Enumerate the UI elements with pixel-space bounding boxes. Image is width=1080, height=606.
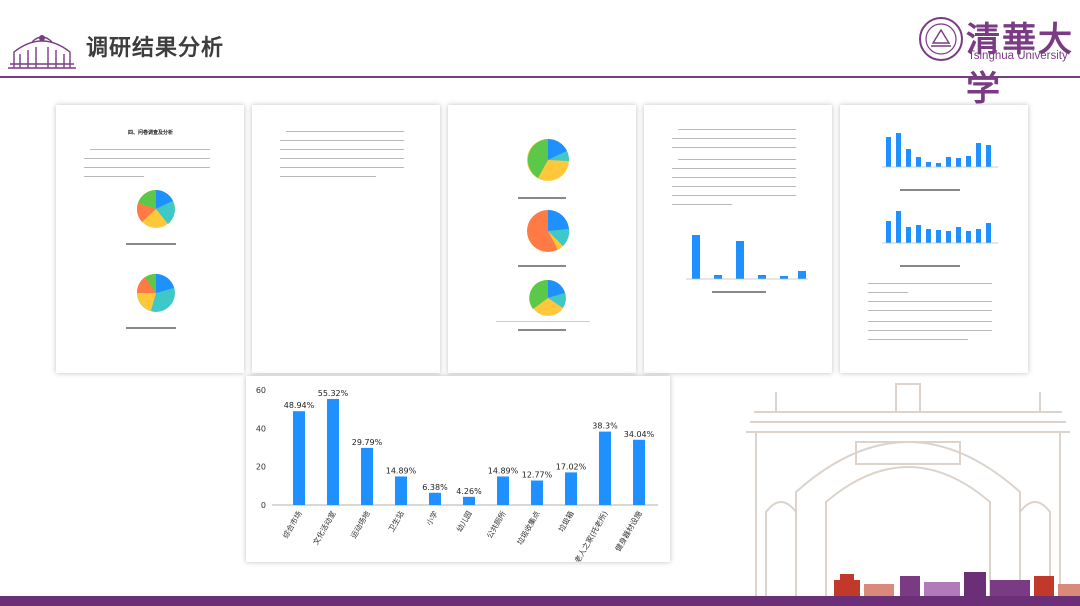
facility-needs-bar-chart: 0 20 40 60 48.94% 综合市场 55.32% 文化活动室 29.79% 运动场地 14…	[246, 376, 670, 565]
x-tick-label: 幼儿园	[454, 509, 474, 533]
x-tick-label: 小学	[424, 509, 440, 527]
bar-value-label: 55.32%	[318, 389, 349, 398]
x-tick-label: 老人之家(托老所)	[572, 509, 610, 562]
bar	[395, 476, 407, 505]
bar	[327, 398, 339, 505]
x-tick-label: 垃圾收集点	[514, 509, 542, 547]
y-tick-label: 0	[261, 501, 266, 510]
x-tick-label: 公共厕所	[484, 509, 508, 540]
bar	[497, 476, 509, 505]
bar	[599, 431, 611, 505]
bar-value-label: 38.3%	[592, 422, 618, 431]
bar	[531, 480, 543, 505]
bar	[361, 447, 373, 505]
bar	[633, 439, 645, 505]
x-tick-label: 文化活动室	[310, 509, 338, 547]
x-tick-label: 垃圾箱	[556, 509, 576, 534]
bar-value-label: 17.02%	[556, 462, 587, 471]
y-tick-label: 40	[256, 424, 266, 433]
bar-value-label: 29.79%	[352, 438, 383, 447]
document-page-thumbnail-2[interactable]	[252, 105, 440, 373]
y-tick-label: 20	[256, 463, 266, 472]
bar	[565, 472, 577, 505]
pie-chart-thumbnail	[527, 138, 570, 181]
pie-chart-thumbnail	[527, 209, 570, 252]
campus-skyline-decoration	[834, 572, 1080, 598]
bar-value-label: 4.26%	[456, 487, 482, 496]
document-page-thumbnail-3[interactable]	[448, 105, 636, 373]
tsinghua-emblem-icon	[919, 17, 963, 61]
bar-chart-thumbnail	[882, 211, 998, 244]
pie-chart-thumbnail	[529, 279, 566, 316]
pie-chart-thumbnail	[136, 273, 175, 312]
document-page-thumbnail-4[interactable]	[644, 105, 832, 373]
x-tick-label: 运动场地	[348, 509, 372, 540]
bar-value-label: 14.89%	[488, 466, 519, 475]
bar-value-label: 6.38%	[422, 483, 448, 492]
bar	[293, 411, 305, 505]
document-page-thumbnail-5[interactable]	[840, 105, 1028, 373]
x-tick-label: 综合市场	[280, 509, 304, 540]
bar-value-label: 14.89%	[386, 466, 417, 475]
bar-value-label: 12.77%	[522, 471, 553, 480]
pie-chart-thumbnail	[136, 190, 175, 228]
tsinghua-building-logo	[8, 35, 76, 69]
bar-chart-thumbnail	[686, 235, 808, 280]
bar-value-label: 34.04%	[624, 430, 655, 439]
university-name-en: Tsinghua University	[968, 50, 1068, 62]
bar	[463, 496, 475, 505]
x-tick-label: 卫生站	[386, 509, 406, 534]
page-heading: 四、问卷调查及分析	[128, 130, 174, 136]
slide-header: 调研结果分析 清華大学 Tsinghua University	[0, 0, 1080, 109]
bar-value-label: 48.94%	[284, 401, 315, 410]
footer-bar	[0, 596, 1080, 606]
header-divider	[0, 76, 1080, 78]
bar-chart-thumbnail	[882, 133, 998, 168]
x-tick-label: 健身器材设施	[613, 509, 644, 553]
page-title: 调研结果分析	[86, 36, 225, 61]
university-name-cn: 清華大学	[966, 20, 1074, 109]
y-tick-label: 60	[256, 386, 266, 395]
bar	[429, 492, 441, 505]
document-page-thumbnail-1[interactable]: 四、问卷调查及分析	[56, 105, 244, 373]
bar-chart-svg: 0 20 40 60 48.94% 综合市场 55.32% 文化活动室 29.79% 运动场地 14…	[256, 386, 658, 565]
